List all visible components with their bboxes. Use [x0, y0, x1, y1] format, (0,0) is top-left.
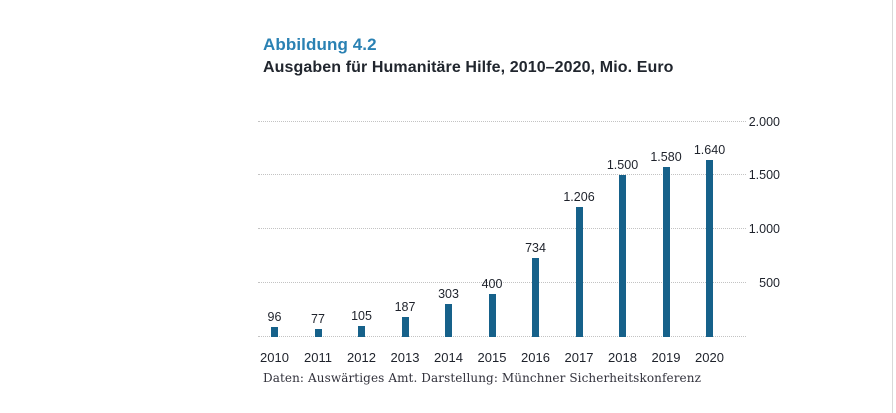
bar-2015	[488, 293, 496, 337]
bar-2018	[619, 175, 626, 337]
x-tick-label-2014: 2014	[434, 350, 463, 365]
y-tick-label-1500: 1.500	[748, 168, 780, 183]
figure-number-label: Abbildung 4.2	[263, 35, 377, 54]
bar-2016	[532, 257, 539, 337]
bar-value-label-2015: 400	[481, 276, 503, 291]
x-tick-label-2019: 2019	[651, 350, 681, 365]
gridline-1500	[258, 174, 746, 176]
source-attribution: Daten: Auswärtiges Amt. Darstellung: Mün…	[263, 371, 702, 385]
bar-2013	[401, 316, 409, 337]
bar-value-label-2012: 105	[351, 308, 372, 323]
gridline-1000	[258, 228, 746, 230]
gridline-500	[258, 282, 746, 284]
bar-value-label-2017: 1.206	[563, 190, 595, 205]
x-tick-label-2013: 2013	[390, 350, 420, 365]
x-tick-label-2011: 2011	[304, 350, 332, 365]
bar-2011	[314, 328, 322, 337]
x-tick-label-2010: 2010	[260, 350, 289, 365]
baseline-gridline	[258, 336, 746, 337]
bar-value-label-2013: 187	[394, 299, 416, 314]
y-tick-label-2000: 2.000	[748, 114, 780, 129]
x-tick-label-2016: 2016	[521, 350, 550, 365]
bar-value-label-2018: 1.500	[606, 158, 639, 173]
x-tick-label-2015: 2015	[477, 350, 507, 365]
chart-title: Ausgaben für Humanitäre Hilfe, 2010–2020…	[263, 59, 674, 76]
y-tick-label-500: 500	[759, 276, 780, 291]
bar-value-label-2016: 734	[525, 240, 546, 255]
bar-chart-plot-area: 500 1.000 1.500 2.000 96 77 105 187 303 400 734 1.…	[258, 110, 780, 365]
x-tick-label-2018: 2018	[608, 350, 637, 365]
bar-2020	[706, 160, 713, 337]
y-tick-label-1000: 1.000	[748, 222, 780, 237]
x-tick-label-2017: 2017	[564, 350, 594, 365]
bar-value-label-2011: 77	[311, 311, 325, 326]
bar-value-label-2014: 303	[438, 287, 459, 302]
x-tick-label-2020: 2020	[695, 350, 724, 365]
bar-2012	[358, 325, 365, 337]
bar-2010	[271, 326, 278, 337]
bar-value-label-2010: 96	[267, 309, 282, 324]
bar-value-label-2019: 1.580	[650, 149, 682, 164]
page-edge-divider	[892, 0, 893, 413]
bar-value-label-2020: 1.640	[693, 143, 726, 158]
bar-2017	[575, 207, 583, 337]
x-tick-label-2012: 2012	[347, 350, 376, 365]
gridline-2000	[258, 120, 746, 122]
bar-2019	[662, 166, 670, 337]
bar-2014	[445, 304, 452, 337]
